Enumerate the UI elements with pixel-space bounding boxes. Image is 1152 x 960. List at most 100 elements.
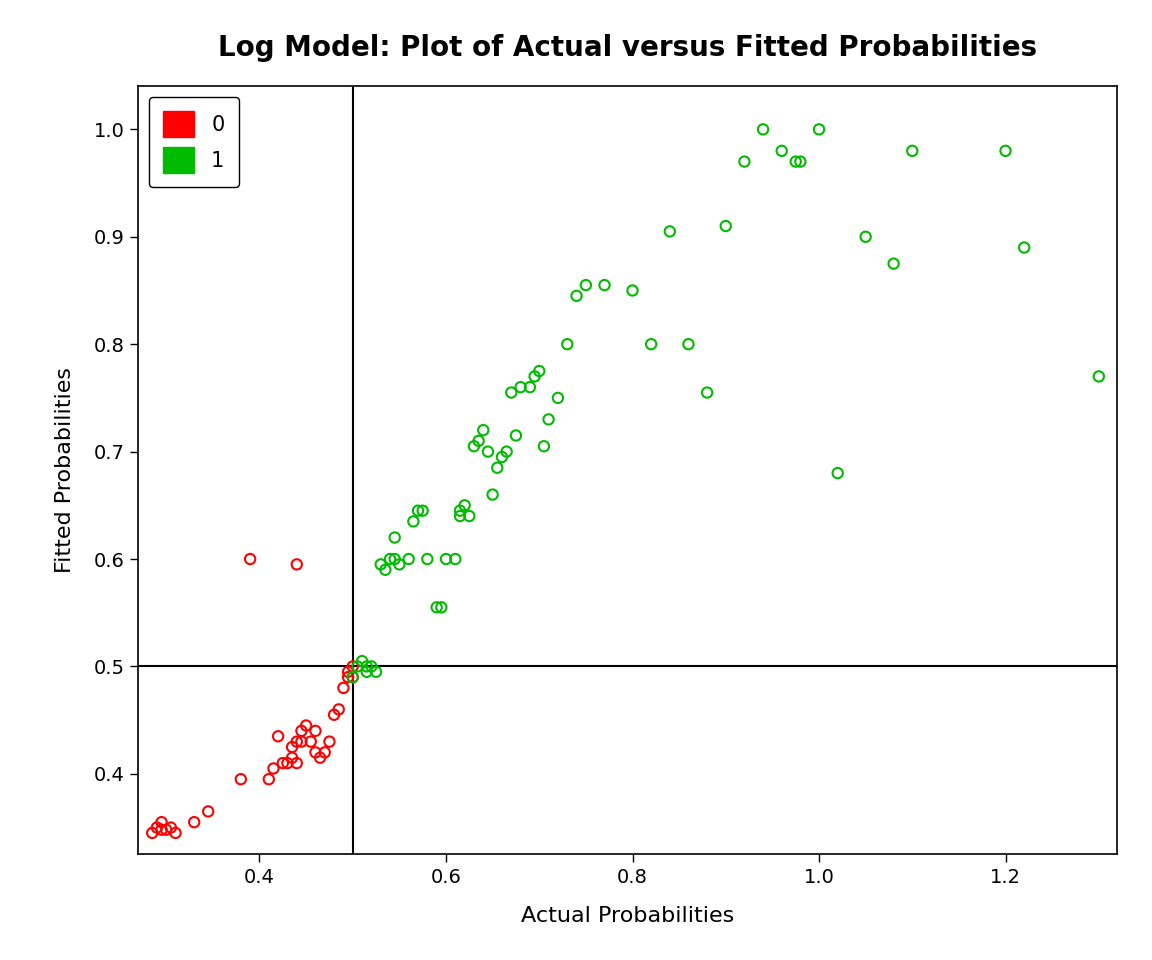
- Point: [450, 503, 469, 518]
- Point: [232, 772, 250, 787]
- Point: [302, 734, 320, 750]
- Point: [288, 756, 306, 771]
- Point: [357, 659, 376, 674]
- Point: [283, 750, 302, 765]
- Point: [343, 669, 362, 684]
- Point: [339, 669, 357, 684]
- Point: [535, 439, 553, 454]
- Point: [885, 256, 903, 272]
- Point: [418, 551, 437, 566]
- Point: [147, 820, 166, 835]
- Point: [334, 681, 353, 696]
- Point: [450, 509, 469, 524]
- Point: [539, 412, 558, 427]
- Point: [339, 664, 357, 680]
- Point: [1090, 369, 1108, 384]
- Point: [386, 551, 404, 566]
- Point: [386, 530, 404, 545]
- X-axis label: Actual Probabilities: Actual Probabilities: [521, 906, 735, 926]
- Point: [996, 143, 1015, 158]
- Point: [1015, 240, 1033, 255]
- Point: [577, 277, 596, 293]
- Point: [596, 277, 614, 293]
- Point: [773, 143, 791, 158]
- Point: [530, 364, 548, 379]
- Point: [567, 288, 585, 303]
- Point: [143, 826, 161, 841]
- Point: [306, 745, 325, 760]
- Point: [493, 449, 511, 465]
- Point: [475, 422, 493, 438]
- Point: [525, 369, 544, 384]
- Point: [293, 723, 311, 738]
- Point: [288, 557, 306, 572]
- Point: [152, 822, 170, 837]
- Point: [469, 433, 487, 448]
- Point: [357, 664, 376, 680]
- Point: [199, 804, 218, 819]
- Point: [371, 557, 389, 572]
- Y-axis label: Fitted Probabilities: Fitted Probabilities: [54, 368, 75, 573]
- Point: [623, 283, 642, 299]
- Point: [264, 760, 282, 776]
- Point: [293, 734, 311, 750]
- Point: [185, 814, 204, 829]
- Point: [787, 154, 805, 169]
- Point: [377, 562, 395, 577]
- Point: [283, 739, 302, 755]
- Point: [903, 143, 922, 158]
- Point: [856, 229, 874, 245]
- Point: [507, 428, 525, 444]
- Point: [306, 723, 325, 738]
- Point: [268, 729, 287, 744]
- Point: [498, 444, 516, 459]
- Point: [409, 503, 427, 518]
- Point: [316, 745, 334, 760]
- Point: [548, 390, 567, 405]
- Point: [558, 337, 576, 352]
- Point: [484, 487, 502, 502]
- Point: [680, 337, 698, 352]
- Point: [241, 551, 259, 566]
- Point: [311, 750, 329, 765]
- Point: [343, 669, 362, 684]
- Point: [161, 820, 180, 835]
- Point: [488, 460, 507, 475]
- Point: [259, 772, 278, 787]
- Point: [157, 822, 175, 837]
- Point: [753, 122, 772, 137]
- Point: [353, 654, 371, 669]
- Point: [343, 659, 362, 674]
- Point: [521, 379, 539, 395]
- Point: [511, 379, 530, 395]
- Point: [348, 659, 366, 674]
- Point: [414, 503, 432, 518]
- Point: [479, 444, 498, 459]
- Point: [273, 756, 291, 771]
- Point: [828, 466, 847, 481]
- Point: [717, 218, 735, 233]
- Point: [735, 154, 753, 169]
- Point: [642, 337, 660, 352]
- Point: [381, 551, 400, 566]
- Point: [427, 600, 446, 615]
- Point: [446, 551, 464, 566]
- Title: Log Model: Plot of Actual versus Fitted Probabilities: Log Model: Plot of Actual versus Fitted …: [218, 34, 1038, 61]
- Point: [698, 385, 717, 400]
- Point: [464, 439, 483, 454]
- Point: [460, 509, 478, 524]
- Point: [362, 659, 380, 674]
- Point: [329, 702, 348, 717]
- Point: [279, 756, 297, 771]
- Point: [152, 814, 170, 829]
- Point: [502, 385, 521, 400]
- Point: [391, 557, 409, 572]
- Legend: 0, 1: 0, 1: [149, 97, 238, 187]
- Point: [166, 826, 184, 841]
- Point: [400, 551, 418, 566]
- Point: [455, 497, 473, 513]
- Point: [288, 734, 306, 750]
- Point: [810, 122, 828, 137]
- Point: [660, 224, 679, 239]
- Point: [297, 718, 316, 733]
